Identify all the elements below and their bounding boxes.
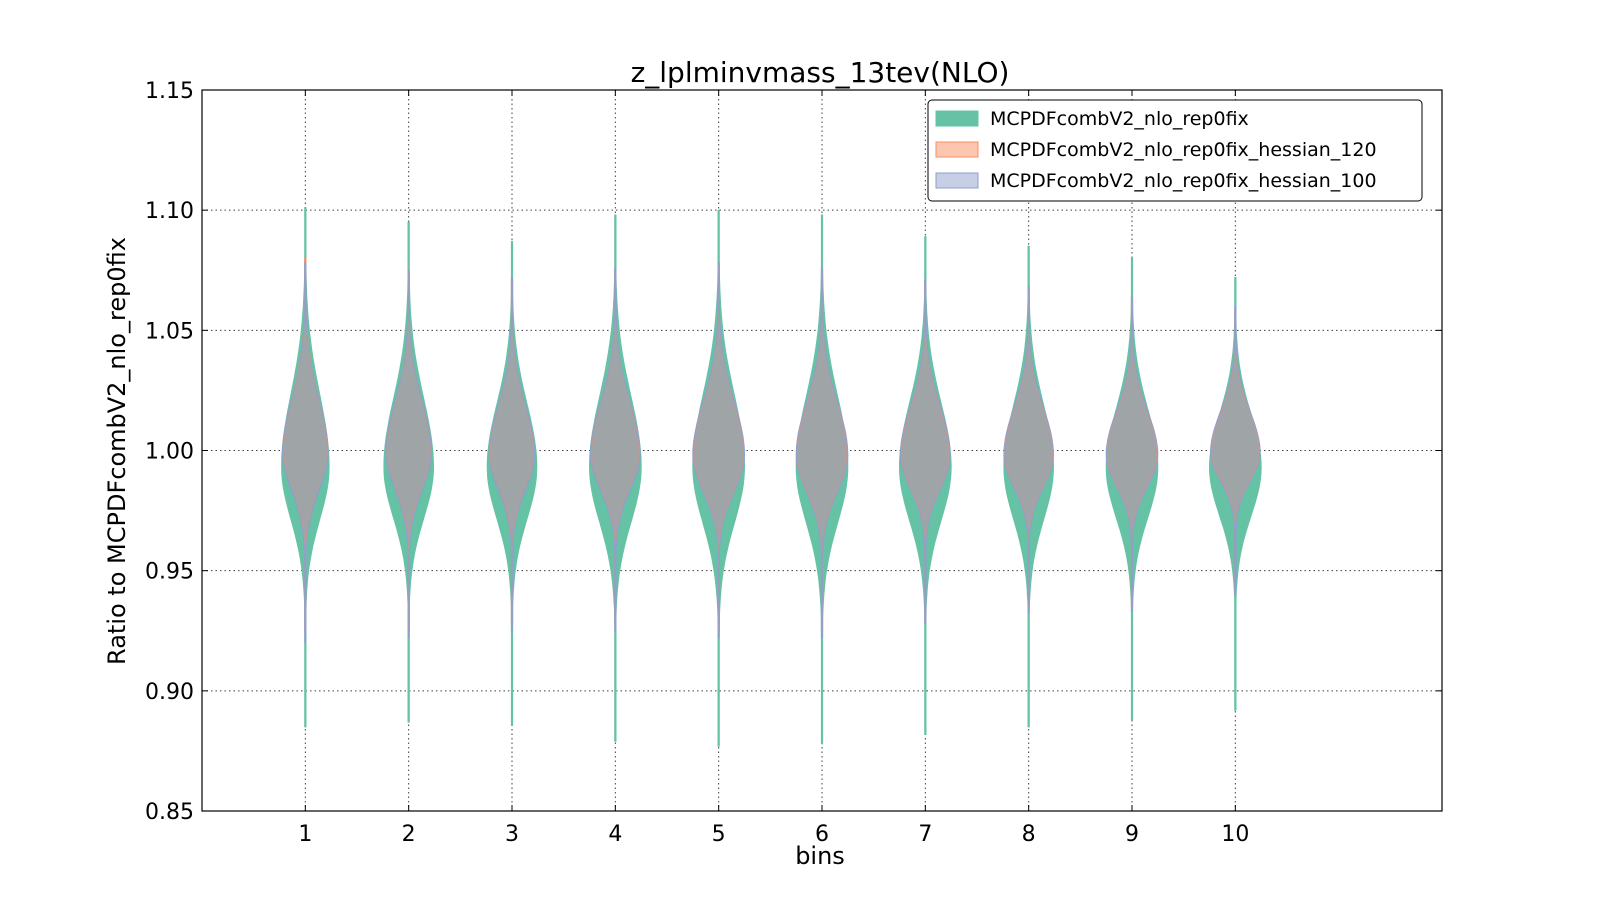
y-axis-label: Ratio to MCPDFcombV2_nlo_rep0fix	[103, 237, 131, 665]
violin-bin-3	[488, 277, 536, 632]
violin-bin-10	[1210, 305, 1261, 596]
violin-bin-5	[692, 262, 746, 639]
violin-bin-8	[1003, 286, 1055, 615]
axis-ticks: 1 2 3 4 5 6 7 8 9 10 0.85 0.90 0.95 1.00 1.05 1.10 1.15	[145, 79, 1442, 847]
violin-bin-6	[795, 267, 849, 639]
x-tick-label: 9	[1125, 822, 1139, 847]
violin-bin-9	[1105, 296, 1159, 612]
x-tick-label: 3	[505, 822, 519, 847]
x-tick-label: 2	[402, 822, 416, 847]
y-tick-label: 1.10	[145, 199, 194, 224]
violin-bin-7	[899, 279, 951, 624]
x-tick-label: 1	[298, 822, 312, 847]
y-tick-label: 0.95	[145, 560, 194, 585]
legend-label: MCPDFcombV2_nlo_rep0fix	[990, 108, 1249, 130]
y-tick-label: 0.90	[145, 680, 194, 705]
y-tick-label: 1.05	[145, 319, 194, 344]
legend-label: MCPDFcombV2_nlo_rep0fix_hessian_100	[990, 170, 1377, 192]
legend-box	[927, 99, 1423, 202]
x-tick-label: 10	[1221, 822, 1249, 847]
violin-bin-2	[385, 269, 432, 639]
legend-swatch	[935, 141, 979, 158]
series-3-violins	[282, 262, 1261, 644]
legend-swatch	[935, 110, 979, 127]
x-tick-label: 8	[1022, 822, 1036, 847]
violins	[281, 207, 1262, 747]
chart-title: z_lplminvmass_13tev(NLO)	[631, 56, 1010, 89]
legend-swatch	[935, 172, 979, 189]
violin-bin-4	[589, 267, 641, 632]
legend: MCPDFcombV2_nlo_rep0fix MCPDFcombV2_nlo_r…	[927, 99, 1423, 202]
x-tick-label: 7	[918, 822, 932, 847]
x-tick-label: 5	[712, 822, 726, 847]
y-tick-label: 1.00	[145, 440, 194, 465]
x-tick-label: 4	[608, 822, 622, 847]
x-tick-label: 6	[815, 822, 829, 847]
x-axis-label: bins	[795, 842, 845, 870]
y-tick-label: 1.15	[145, 79, 194, 104]
legend-label: MCPDFcombV2_nlo_rep0fix_hessian_120	[990, 139, 1377, 161]
violin-bin-1	[282, 262, 329, 644]
y-tick-label: 0.85	[145, 800, 194, 825]
